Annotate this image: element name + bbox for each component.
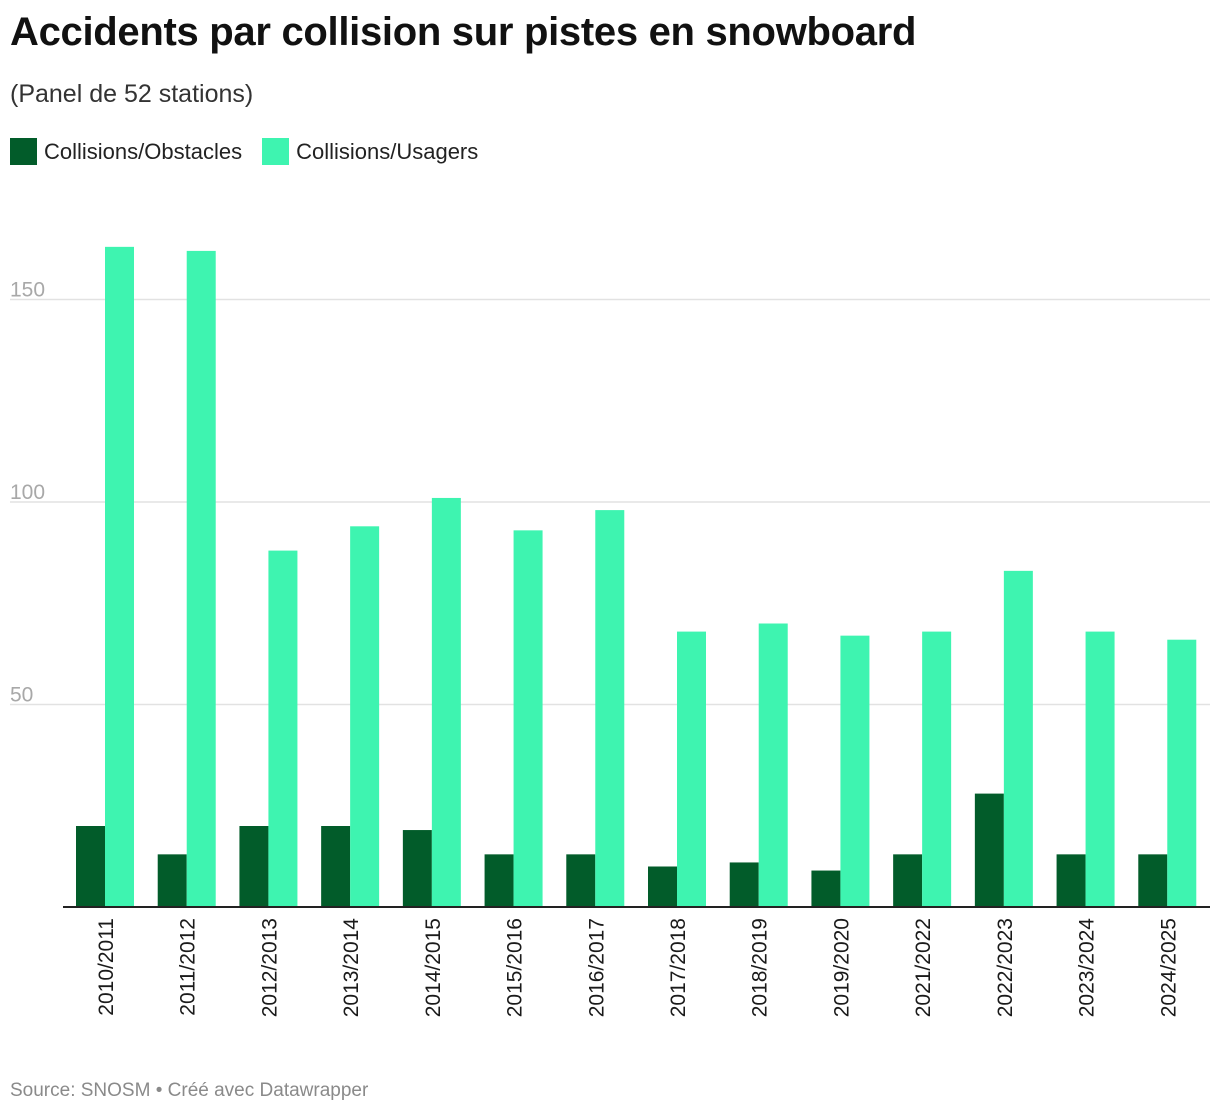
bar-usagers-2022-2023 <box>1003 570 1033 907</box>
x-tick-label-2013-2014: 2013/2014 <box>340 918 363 1018</box>
legend: Collisions/Obstacles Collisions/Usagers <box>10 138 498 165</box>
bar-usagers-2012-2013 <box>268 550 298 907</box>
bar-obstacles-2017-2018 <box>648 866 677 907</box>
bar-obstacles-2024-2025 <box>1138 854 1168 907</box>
bar-obstacles-2014-2015 <box>402 830 432 907</box>
bar-obstacles-2016-2017 <box>566 854 596 907</box>
chart-title: Accidents par collision sur pistes en sn… <box>10 10 917 54</box>
legend-swatch-usagers <box>262 138 290 165</box>
x-tick-label-2023-2024: 2023/2024 <box>1076 918 1099 1018</box>
bar-obstacles-2018-2019 <box>729 862 759 907</box>
x-tick-label-2022-2023: 2022/2023 <box>994 918 1017 1017</box>
bar-obstacles-2022-2023 <box>974 793 1004 907</box>
bar-obstacles-2021-2022 <box>893 854 923 907</box>
legend-label-usagers: Collisions/Usagers <box>296 138 479 164</box>
legend-label-obstacles: Collisions/Obstacles <box>44 138 243 164</box>
bar-obstacles-2023-2024 <box>1056 854 1086 907</box>
x-tick-label-2024-2025: 2024/2025 <box>1157 918 1180 1017</box>
x-tick-label-2014-2015: 2014/2015 <box>422 918 445 1017</box>
x-tick-label-2016-2017: 2016/2017 <box>585 918 608 1017</box>
bar-usagers-2013-2014 <box>350 526 380 907</box>
x-tick-label-2017-2018: 2017/2018 <box>667 918 690 1017</box>
bar-usagers-2021-2022 <box>922 631 952 907</box>
y-tick-label-100: 100 <box>10 481 45 504</box>
legend-swatch-obstacles <box>10 138 37 165</box>
bar-usagers-2018-2019 <box>758 623 788 907</box>
chart-subtitle: (Panel de 52 stations) <box>10 80 254 108</box>
legend-item-usagers: Collisions/Usagers <box>262 138 478 165</box>
bar-usagers-2014-2015 <box>431 497 461 907</box>
x-tick-label-2015-2016: 2015/2016 <box>504 918 527 1017</box>
x-tick-label-2021-2022: 2021/2022 <box>912 918 935 1017</box>
bar-obstacles-2011-2012 <box>157 854 187 907</box>
footer-separator: • <box>150 1080 168 1101</box>
bar-usagers-2015-2016 <box>513 530 543 907</box>
footer-source: Source: SNOSM <box>10 1080 151 1101</box>
bar-obstacles-2019-2020 <box>811 870 841 907</box>
footer-credit: Créé avec Datawrapper <box>167 1080 369 1101</box>
y-tick-label-150: 150 <box>10 279 45 302</box>
x-tick-label-2011-2012: 2011/2012 <box>177 918 200 1016</box>
x-tick-label-2019-2020: 2019/2020 <box>830 918 853 1017</box>
bar-usagers-2023-2024 <box>1085 631 1115 907</box>
y-tick-label-50: 50 <box>10 684 33 707</box>
bar-usagers-2011-2012 <box>186 250 216 907</box>
x-tick-label-2018-2019: 2018/2019 <box>749 918 772 1017</box>
bar-obstacles-2010-2011 <box>76 826 105 907</box>
bar-obstacles-2013-2014 <box>321 826 351 907</box>
bar-usagers-2019-2020 <box>840 635 870 907</box>
legend-item-obstacles: Collisions/Obstacles <box>10 138 242 165</box>
bar-obstacles-2015-2016 <box>484 854 514 907</box>
bar-usagers-2010-2011 <box>105 246 134 908</box>
footer: Source: SNOSM • Créé avec Datawrapper <box>10 1080 368 1102</box>
x-tick-label-2010-2011: 2010/2011 <box>95 918 118 1016</box>
bar-obstacles-2012-2013 <box>239 826 269 907</box>
bar-usagers-2017-2018 <box>677 631 706 907</box>
x-tick-label-2012-2013: 2012/2013 <box>258 918 281 1017</box>
bar-usagers-2016-2017 <box>595 510 625 907</box>
bar-usagers-2024-2025 <box>1167 639 1197 907</box>
